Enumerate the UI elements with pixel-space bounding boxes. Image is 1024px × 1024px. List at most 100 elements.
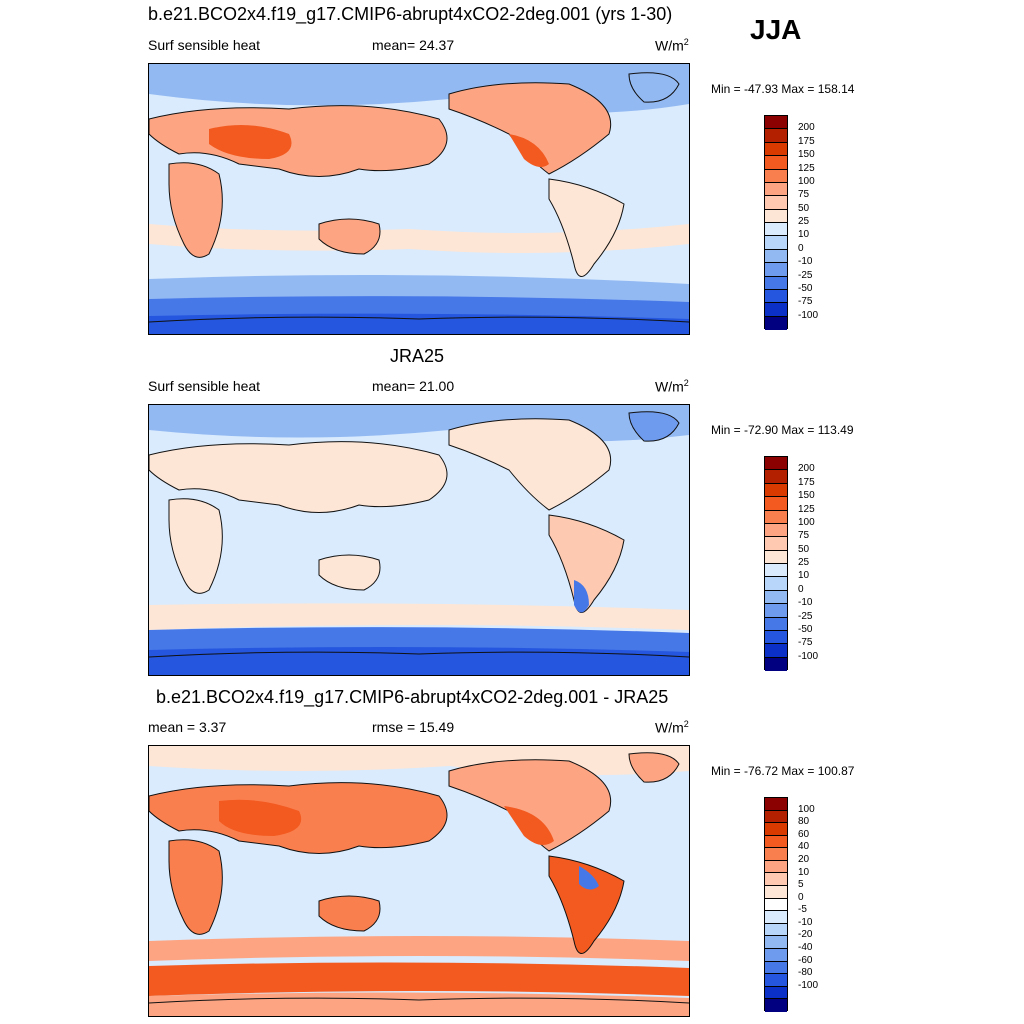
colorbar-segment bbox=[765, 182, 787, 197]
colorbar-segment bbox=[765, 263, 787, 277]
colorbar-tick-label: 125 bbox=[798, 162, 815, 174]
colorbar-segment bbox=[765, 860, 787, 874]
colorbar-tick-label: -80 bbox=[798, 967, 813, 979]
colorbar-tick-label: -25 bbox=[798, 610, 813, 622]
colorbar-segment bbox=[765, 209, 787, 223]
colorbar-tick-label: 200 bbox=[798, 122, 815, 134]
colorbar-segment bbox=[765, 497, 787, 511]
panel-1-colorbar bbox=[764, 115, 788, 330]
colorbar-tick-label: 100 bbox=[798, 516, 815, 528]
colorbar-segment bbox=[765, 537, 787, 551]
colorbar-segment bbox=[765, 523, 787, 538]
colorbar-tick-label: -50 bbox=[798, 623, 813, 635]
colorbar-tick-label: -75 bbox=[798, 637, 813, 649]
panel-1-minmax: Min = -47.93 Max = 158.14 bbox=[711, 82, 855, 96]
colorbar-segment bbox=[765, 999, 787, 1012]
colorbar-tick-label: 10 bbox=[798, 570, 810, 582]
colorbar-tick-label: 10 bbox=[798, 229, 810, 241]
colorbar-segment bbox=[765, 604, 787, 618]
season-label: JJA bbox=[750, 14, 802, 45]
colorbar-tick-label: -25 bbox=[798, 269, 813, 281]
colorbar-tick-label: 0 bbox=[798, 242, 804, 254]
colorbar-tick-label: 25 bbox=[798, 216, 810, 227]
colorbar-tick-label: -10 bbox=[798, 916, 813, 928]
colorbar-segment bbox=[765, 236, 787, 250]
map-3-svg bbox=[149, 746, 689, 1016]
colorbar-segment bbox=[765, 961, 787, 975]
panel-3-map bbox=[148, 745, 690, 1017]
colorbar-segment bbox=[765, 483, 787, 498]
panel-3-minmax: Min = -76.72 Max = 100.87 bbox=[711, 764, 855, 778]
colorbar-tick-label: 60 bbox=[798, 828, 810, 840]
colorbar-segment bbox=[765, 249, 787, 264]
panel-2-variable-label: Surf sensible heat bbox=[148, 378, 261, 394]
colorbar-tick-label: 0 bbox=[798, 583, 804, 595]
colorbar-segment bbox=[765, 886, 787, 899]
colorbar-segment bbox=[765, 948, 787, 962]
colorbar-tick-label: 50 bbox=[798, 202, 810, 214]
colorbar-tick-label: -40 bbox=[798, 942, 813, 954]
colorbar-tick-label: 80 bbox=[798, 816, 810, 828]
colorbar-segment bbox=[765, 564, 787, 578]
colorbar-tick-label: 25 bbox=[798, 557, 810, 568]
panel-3-title: b.e21.BCO2x4.f19_g17.CMIP6-abrupt4xCO2-2… bbox=[156, 687, 669, 707]
colorbar-segment bbox=[765, 550, 787, 564]
colorbar-segment bbox=[765, 798, 787, 811]
colorbar-segment bbox=[765, 577, 787, 591]
panel-2-title: JRA25 bbox=[390, 346, 445, 366]
colorbar-tick-label: 175 bbox=[798, 476, 815, 488]
colorbar-tick-label: -5 bbox=[798, 904, 807, 916]
colorbar-segment bbox=[765, 923, 787, 937]
colorbar-tick-label: 50 bbox=[798, 543, 810, 555]
panel-1-title: b.e21.BCO2x4.f19_g17.CMIP6-abrupt4xCO2-2… bbox=[148, 4, 673, 24]
colorbar-segment bbox=[765, 156, 787, 170]
colorbar-segment bbox=[765, 223, 787, 237]
colorbar-segment bbox=[765, 289, 787, 304]
colorbar-tick-label: -10 bbox=[798, 597, 813, 609]
panel-3-colorbar bbox=[764, 797, 788, 1012]
colorbar-tick-label: 150 bbox=[798, 490, 815, 502]
colorbar-segment bbox=[765, 810, 787, 824]
colorbar-segment bbox=[765, 911, 787, 924]
panel-2-map bbox=[148, 404, 690, 676]
map-2-svg bbox=[149, 405, 689, 675]
colorbar-segment bbox=[765, 835, 787, 849]
panel-2-mean-label: mean= 21.00 bbox=[372, 378, 455, 394]
panel-1-mean-label: mean= 24.37 bbox=[372, 37, 455, 53]
panel-1-map bbox=[148, 63, 690, 335]
panel-3-mean-label: mean = 3.37 bbox=[148, 719, 227, 735]
colorbar-tick-label: 40 bbox=[798, 841, 810, 853]
panel-3-rmse-label: rmse = 15.49 bbox=[372, 719, 455, 735]
colorbar-segment bbox=[765, 936, 787, 949]
colorbar-segment bbox=[765, 617, 787, 631]
colorbar-tick-label: -100 bbox=[798, 979, 819, 991]
colorbar-segment bbox=[765, 986, 787, 1000]
colorbar-segment bbox=[765, 873, 787, 887]
panel-3-units: W/m2 bbox=[655, 719, 689, 736]
colorbar-segment bbox=[765, 823, 787, 836]
map-1-svg bbox=[149, 64, 689, 334]
colorbar-segment bbox=[765, 303, 787, 317]
colorbar-segment bbox=[765, 276, 787, 290]
panel-2-units: W/m2 bbox=[655, 378, 689, 395]
colorbar-segment bbox=[765, 630, 787, 645]
colorbar-segment bbox=[765, 169, 787, 183]
colorbar-tick-label: 5 bbox=[798, 879, 804, 891]
colorbar-tick-label: 125 bbox=[798, 503, 815, 515]
panel-2-colorbar bbox=[764, 456, 788, 671]
colorbar-tick-label: -20 bbox=[798, 929, 813, 941]
colorbar-segment bbox=[765, 590, 787, 605]
colorbar-segment bbox=[765, 510, 787, 524]
colorbar-segment bbox=[765, 974, 787, 987]
colorbar-tick-label: -75 bbox=[798, 296, 813, 308]
colorbar-tick-label: 75 bbox=[798, 530, 810, 542]
colorbar-tick-label: 175 bbox=[798, 135, 815, 147]
colorbar-tick-label: 20 bbox=[798, 853, 810, 865]
panel-1-units: W/m2 bbox=[655, 37, 689, 54]
colorbar-segment bbox=[765, 898, 787, 912]
colorbar-segment bbox=[765, 116, 787, 130]
colorbar-segment bbox=[765, 196, 787, 210]
colorbar-tick-label: -50 bbox=[798, 282, 813, 294]
colorbar-tick-label: 0 bbox=[798, 891, 804, 903]
colorbar-segment bbox=[765, 129, 787, 143]
